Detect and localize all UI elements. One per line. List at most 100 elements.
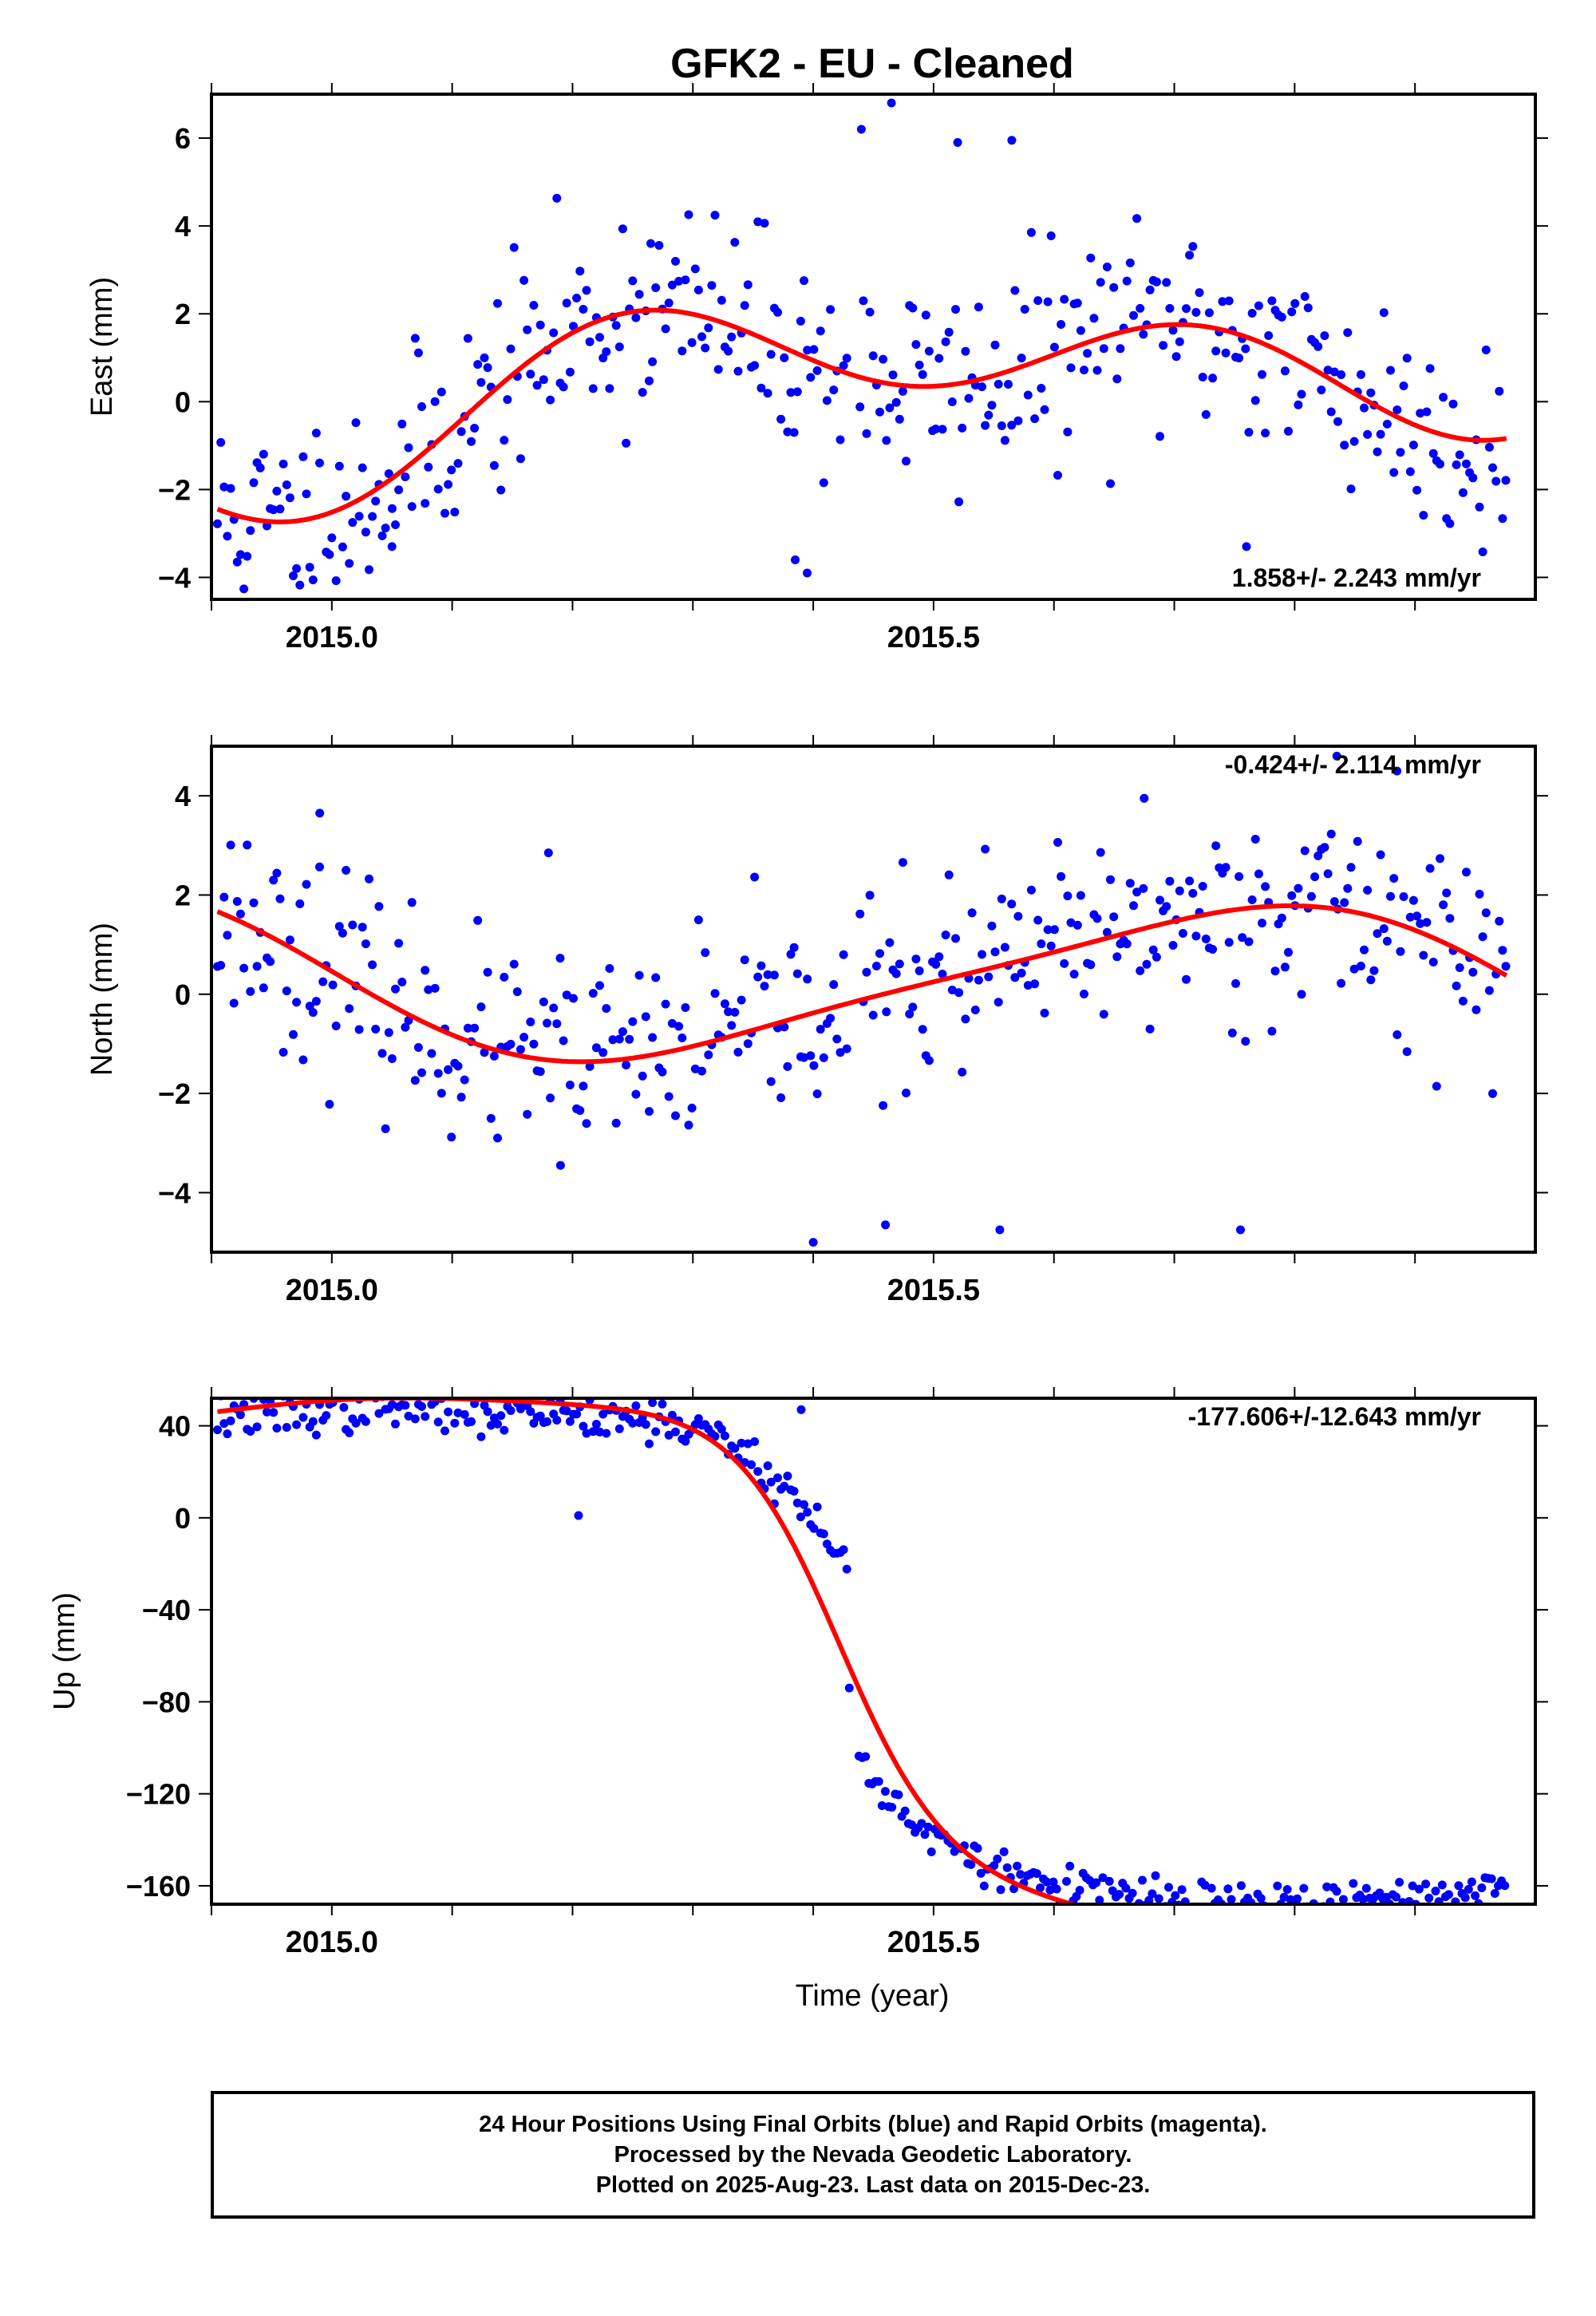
data-point [816, 1025, 825, 1034]
data-point [1340, 441, 1349, 450]
data-point [1361, 1883, 1371, 1893]
data-point [552, 1416, 562, 1425]
data-point [569, 322, 578, 331]
data-point [934, 952, 944, 962]
data-point [516, 454, 525, 464]
data-point [526, 370, 535, 379]
data-point [773, 307, 782, 317]
data-point [342, 866, 351, 875]
data-point [947, 397, 957, 406]
data-point [796, 1512, 805, 1522]
y-tick-label: 40 [159, 1410, 191, 1443]
data-point [470, 1023, 480, 1033]
data-point [981, 421, 990, 430]
chart-panel-2: 2015.0 2015.5 −160 −120 −80 −40 0 40 Up (mm) -177… [48, 1387, 1548, 1959]
data-point [974, 302, 983, 312]
data-point [401, 1022, 410, 1032]
data-point [740, 955, 749, 965]
data-point [1393, 405, 1402, 414]
data-point [1121, 1883, 1131, 1893]
data-point [1297, 990, 1306, 999]
data-point [999, 1847, 1009, 1856]
data-point [1267, 1026, 1277, 1036]
data-point [226, 484, 235, 493]
data-point [1204, 308, 1214, 318]
data-point [1373, 447, 1382, 456]
data-point [1185, 876, 1195, 886]
data-point [1379, 924, 1389, 934]
data-point [453, 1061, 463, 1071]
data-point [996, 1885, 1005, 1895]
data-point [634, 290, 644, 299]
data-point [648, 1033, 658, 1042]
data-point [404, 443, 413, 453]
data-point [417, 1401, 426, 1411]
data-point [450, 1418, 460, 1428]
data-point [1296, 1906, 1305, 1915]
data-point [1145, 285, 1155, 294]
data-point [1102, 927, 1112, 937]
points-group [213, 1398, 1510, 1922]
data-point [358, 463, 367, 472]
data-point [401, 1401, 410, 1410]
data-point [1333, 417, 1342, 426]
data-point [803, 1508, 812, 1517]
data-point [410, 1414, 420, 1424]
x-tick-label: 2015.0 [286, 621, 378, 654]
y-tick-label: 6 [175, 122, 191, 155]
data-point [760, 219, 769, 228]
data-point [591, 1043, 601, 1053]
data-point [1116, 344, 1125, 354]
data-point [1112, 374, 1122, 384]
data-point [1356, 962, 1365, 970]
data-point [595, 1427, 604, 1437]
data-point [1122, 939, 1132, 949]
data-point [690, 264, 700, 274]
data-point [1106, 875, 1115, 884]
data-point [753, 1467, 763, 1476]
data-point [1254, 301, 1263, 310]
data-point [1434, 1897, 1444, 1904]
data-point [1360, 403, 1369, 413]
data-point [582, 286, 591, 295]
data-point [766, 1077, 776, 1086]
data-point [413, 1043, 423, 1052]
data-point [1129, 310, 1138, 320]
data-point [1293, 1894, 1302, 1903]
panels: 2015.0 2015.5 −4 −2 0 2 4 6 East (mm) 1.858+/- 2.… [48, 83, 1548, 1959]
data-point [1458, 996, 1468, 1006]
data-point [1191, 931, 1201, 941]
data-point [318, 977, 328, 986]
data-point [713, 365, 723, 374]
data-point [480, 353, 489, 362]
data-point [622, 438, 631, 448]
data-point [710, 211, 720, 220]
data-point [582, 1119, 591, 1128]
data-point [223, 532, 232, 541]
data-point [1080, 366, 1088, 375]
data-point [1076, 891, 1085, 900]
data-point [1037, 384, 1046, 393]
data-point [1236, 1225, 1245, 1235]
data-point [750, 1437, 760, 1446]
data-point [1162, 902, 1171, 911]
data-point [1010, 973, 1020, 982]
data-point [954, 497, 964, 507]
data-point [839, 950, 848, 959]
data-point [1439, 393, 1448, 402]
data-point [361, 939, 370, 949]
data-point [1184, 1913, 1193, 1922]
data-point [976, 1868, 986, 1878]
data-point [1382, 419, 1392, 429]
data-point [1218, 297, 1227, 306]
data-point [874, 1777, 883, 1786]
data-point [476, 1432, 486, 1441]
data-point [1069, 970, 1079, 979]
data-point [664, 1430, 674, 1440]
data-point [559, 382, 568, 392]
data-point [342, 492, 351, 501]
data-point [1254, 869, 1263, 879]
data-point [1057, 320, 1066, 329]
data-point [1332, 751, 1341, 761]
data-point [839, 361, 848, 370]
